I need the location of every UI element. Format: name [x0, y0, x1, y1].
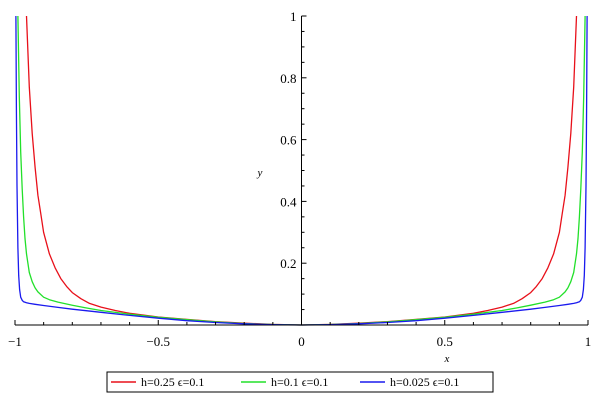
x-axis-title: x — [444, 353, 450, 365]
y-tick-label: 0.8 — [280, 71, 296, 86]
y-tick-label: 1 — [290, 9, 297, 24]
x-tick-label: −0.5 — [146, 334, 170, 349]
legend: h=0.25 ϵ=0.1 h=0.1 ϵ=0.1 h=0.025 ϵ=0.1 — [106, 371, 494, 393]
legend-label-2: h=0.1 ϵ=0.1 — [271, 375, 328, 389]
x-tick-label: 0.5 — [437, 334, 453, 349]
y-tick-label: 0.2 — [280, 256, 296, 271]
x-tick-label: −1 — [8, 334, 22, 349]
x-tick-label: 0 — [298, 334, 305, 349]
axes-layer: −1 −0.5 0 0.5 1 0.2 0.4 0.6 0.8 1 — [8, 9, 591, 349]
y-tick-label: 0.4 — [280, 194, 297, 209]
x-tick-label: 1 — [585, 334, 592, 349]
y-tick-label: 0.6 — [280, 133, 297, 148]
legend-box — [106, 371, 494, 393]
legend-label-3: h=0.025 ϵ=0.1 — [390, 375, 459, 389]
legend-label-1: h=0.25 ϵ=0.1 — [141, 375, 204, 389]
y-axis-title: y — [257, 167, 263, 179]
